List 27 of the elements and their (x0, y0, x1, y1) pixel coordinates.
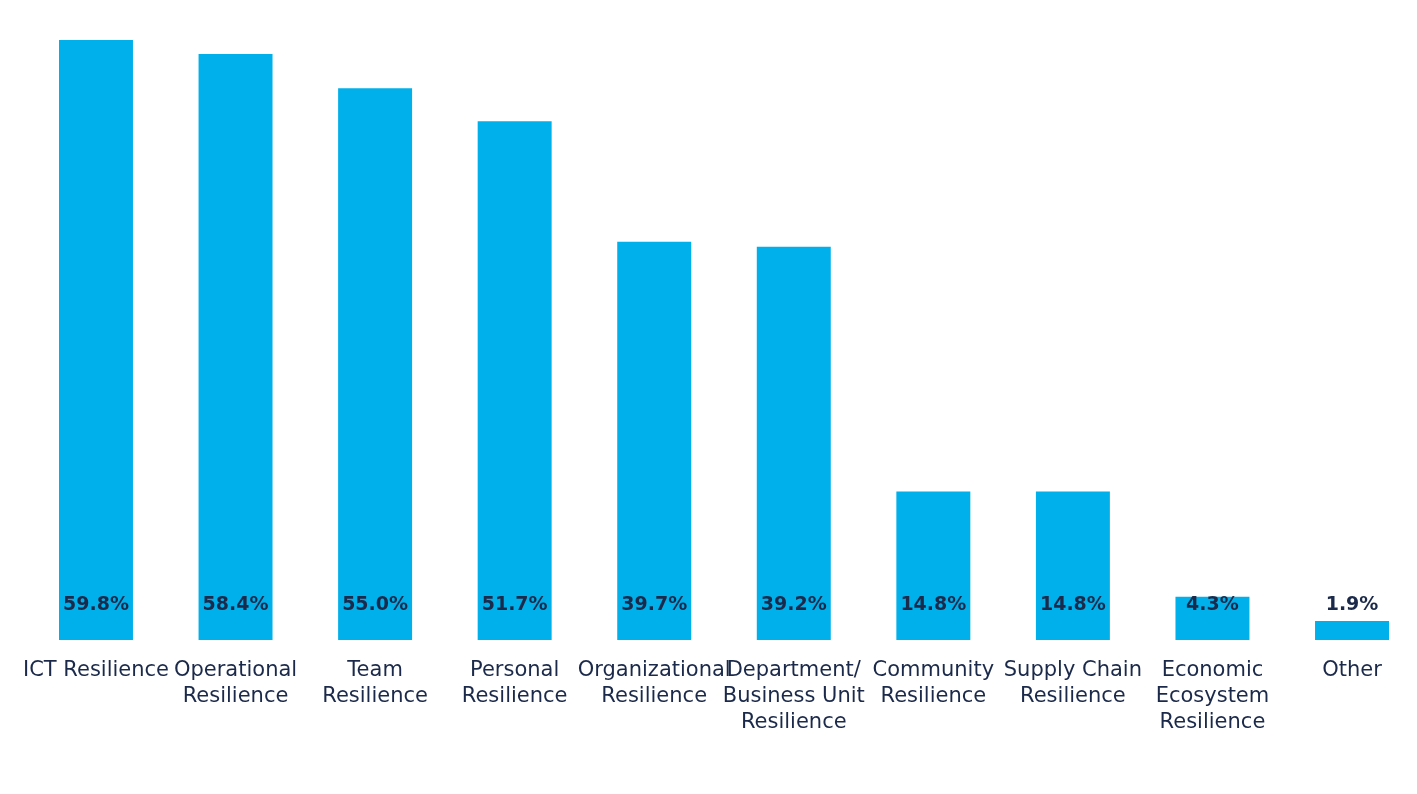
data-label: 58.4% (202, 592, 269, 614)
data-label: 1.9% (1325, 592, 1379, 614)
x-tick-label: Economic Ecosystem Resilience (1155, 656, 1270, 733)
x-tick-label: Supply Chain Resilience (1003, 656, 1143, 707)
bar (1315, 620, 1389, 640)
x-tick-label: ICT Resilience (22, 656, 170, 681)
data-label: 55.0% (342, 592, 409, 614)
bar (1035, 491, 1110, 640)
data-label: 51.7% (481, 592, 548, 614)
x-tick-label: Other (1322, 656, 1383, 681)
data-label: 4.3% (1186, 592, 1239, 614)
x-tick-label: Team Resilience (322, 656, 428, 707)
data-label: 14.8% (900, 592, 967, 614)
data-label: 14.8% (1039, 592, 1106, 614)
data-label: 59.8% (63, 592, 129, 614)
bar (617, 241, 692, 640)
x-tick-label: Personal Resilience (461, 656, 568, 707)
x-tick-label: Operational Resilience (173, 656, 298, 707)
bar (338, 88, 413, 640)
data-label: 39.2% (760, 592, 827, 614)
x-tick-label: Community Resilience (872, 656, 995, 707)
bar (756, 246, 831, 640)
bar (59, 40, 133, 640)
bar (477, 121, 552, 640)
bar (896, 491, 971, 640)
bar (198, 54, 273, 640)
data-label: 39.7% (621, 592, 688, 614)
